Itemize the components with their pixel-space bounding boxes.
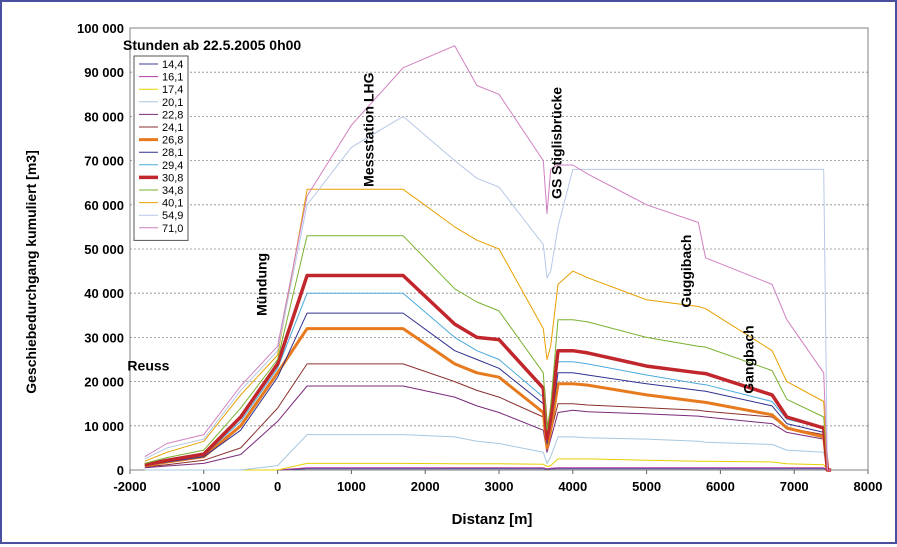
legend-label: 54,9 [162, 210, 183, 222]
x-tick-label: -2000 [113, 479, 146, 494]
legend-label: 29,4 [162, 160, 183, 172]
series-lines [144, 45, 832, 472]
legend-label: 34,8 [162, 185, 183, 197]
y-tick-label: 60 000 [84, 198, 124, 213]
y-tick-label: 80 000 [84, 109, 124, 124]
legend-label: 16,1 [162, 72, 183, 84]
legend-label: 26,8 [162, 135, 183, 147]
x-tick-label: 8000 [854, 479, 883, 494]
series-line-30,8 [144, 273, 832, 472]
x-axis-ticks: -2000 -1000 0 1000 2000 3000 4000 5000 6000 7000 8… [113, 470, 882, 494]
legend-label: 40,1 [162, 198, 183, 210]
x-tick-label: 5000 [632, 479, 661, 494]
legend-label: 30,8 [162, 172, 183, 184]
y-tick-label: 70 000 [84, 154, 124, 169]
x-axis-label: Distanz [m] [452, 511, 533, 528]
x-tick-label: 0 [274, 479, 281, 494]
annotations: Reuss Mündung Messstation LHG GS Stiglisbrü… [127, 72, 756, 393]
x-tick-label: 7000 [780, 479, 809, 494]
annotation-label: Mündung [254, 253, 270, 316]
y-tick-label: 20 000 [84, 375, 124, 390]
annotation-label: Guggibach [678, 235, 694, 308]
annotation-label: GS Stiglisbrücke [549, 87, 565, 199]
y-tick-label: 40 000 [84, 286, 124, 301]
series-line-34,8 [144, 235, 832, 471]
legend-label: 24,1 [162, 122, 183, 134]
y-axis-label: Geschiebedurchgang kumuliert [m3] [23, 150, 39, 394]
chart-title: Stunden ab 22.5.2005 0h00 [123, 37, 301, 53]
series-line-26,8 [144, 327, 832, 472]
annotation-label: Reuss [127, 358, 169, 374]
x-tick-label: 6000 [706, 479, 735, 494]
legend-label: 14,4 [162, 59, 183, 71]
series-line-22,8 [144, 385, 832, 471]
legend: 14,416,117,420,122,824,126,828,129,430,8… [133, 55, 189, 241]
series-line-28,1 [144, 312, 832, 471]
y-tick-label: 90 000 [84, 65, 124, 80]
series-line-40,1 [144, 188, 832, 471]
y-tick-label: 30 000 [84, 330, 124, 345]
y-axis-ticks: 0 10 000 20 000 30 000 40 000 50 000 60 000 70 … [77, 21, 124, 478]
annotation-label: Messstation LHG [361, 72, 377, 186]
annotation-label: Gangbach [741, 325, 757, 393]
series-line-54,9 [144, 115, 832, 471]
series-line-71,0 [144, 45, 832, 471]
y-tick-label: 50 000 [84, 242, 124, 257]
legend-label: 71,0 [162, 223, 183, 235]
x-tick-label: 4000 [558, 479, 587, 494]
y-tick-label: 100 000 [77, 21, 124, 36]
legend-label: 22,8 [162, 109, 183, 121]
legend-label: 17,4 [162, 84, 183, 96]
y-tick-label: 10 000 [84, 419, 124, 434]
y-tick-label: 0 [117, 463, 124, 478]
x-tick-label: 1000 [337, 479, 366, 494]
legend-box [133, 55, 189, 241]
x-tick-label: 2000 [411, 479, 440, 494]
legend-label: 20,1 [162, 97, 183, 109]
legend-label: 28,1 [162, 147, 183, 159]
x-tick-label: -1000 [187, 479, 220, 494]
x-tick-label: 3000 [485, 479, 514, 494]
series-line-20,1 [144, 434, 832, 471]
